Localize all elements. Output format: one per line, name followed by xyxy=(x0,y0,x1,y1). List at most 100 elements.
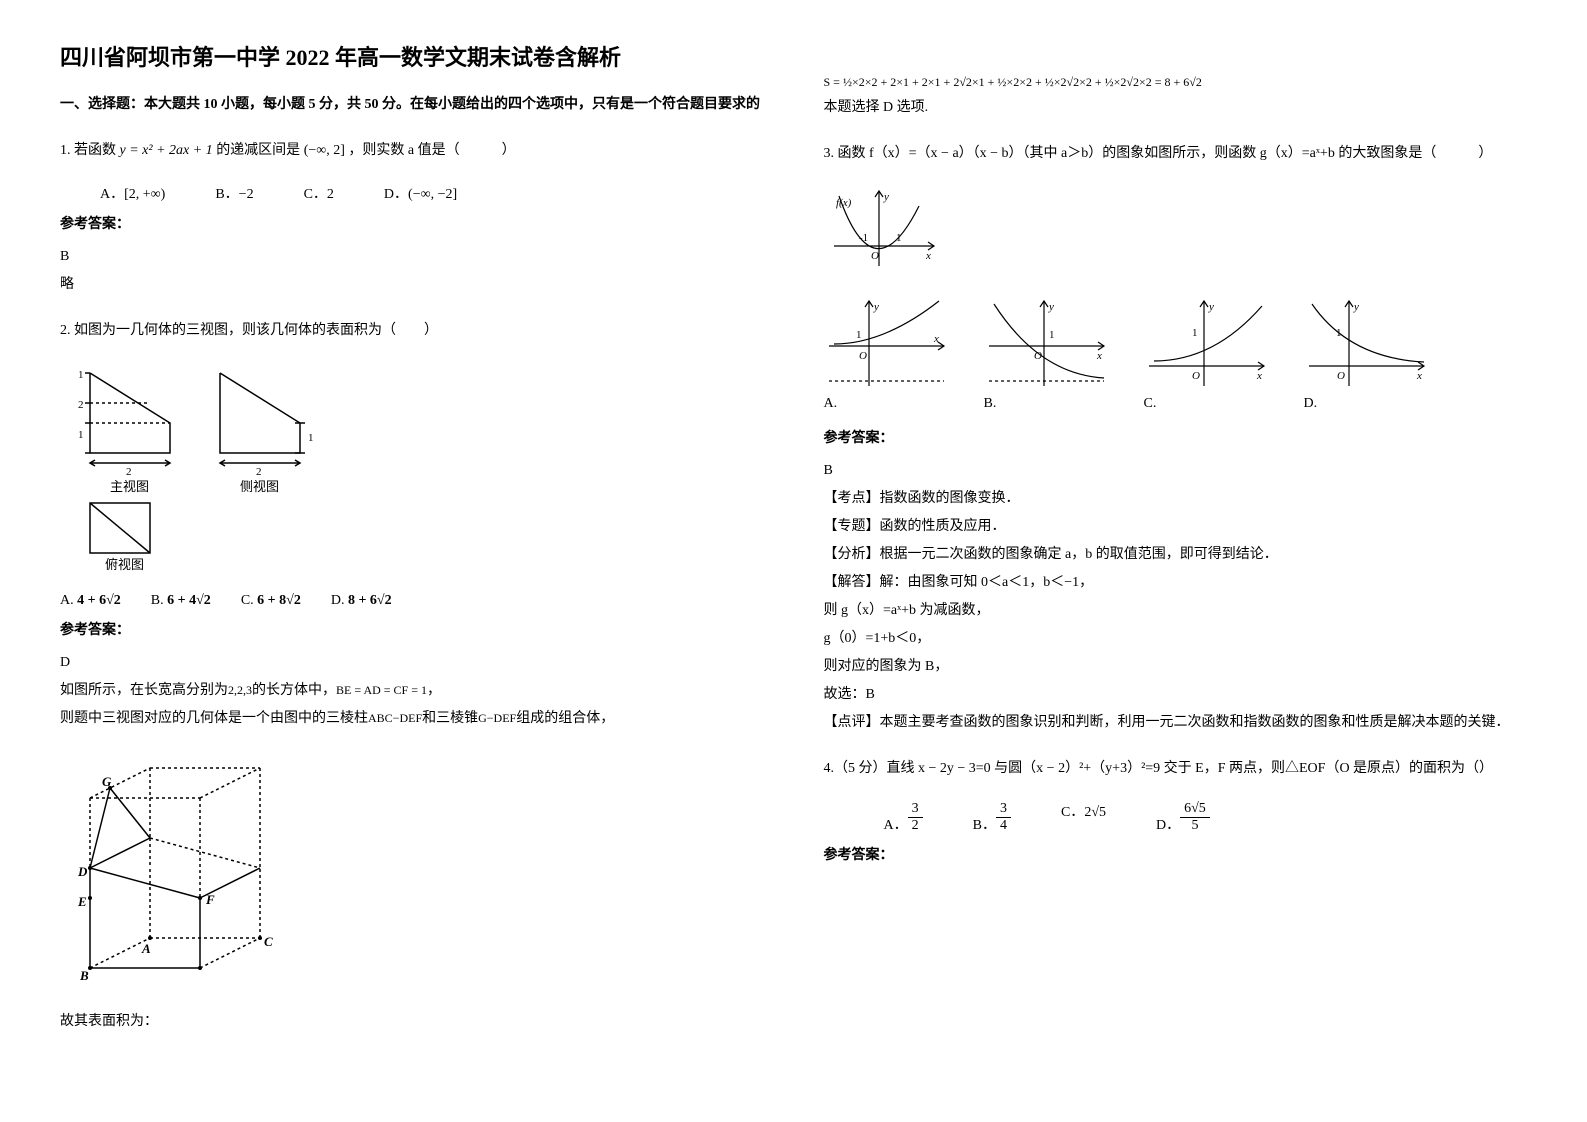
svg-text:y: y xyxy=(1048,301,1054,313)
one-label: 1 xyxy=(896,232,902,244)
q4-opt-c: C．2√5 xyxy=(1061,801,1106,834)
q1-opt-d-val: (−∞, −2] xyxy=(408,187,457,202)
q1-options: A．[2, +∞) B．−2 C．2 D．(−∞, −2] xyxy=(100,183,764,203)
q2-opt-b-val: 6 + 4√2 xyxy=(167,593,211,608)
c-one: 1 xyxy=(1192,327,1198,339)
svg-text:y: y xyxy=(873,301,879,313)
dim-1a: 1 xyxy=(78,369,84,381)
q2-surface-label: 故其表面积为： xyxy=(60,1008,764,1036)
q1-stem-b: 的递减区间是 xyxy=(216,143,304,158)
q3-opt-b: B. xyxy=(984,396,1114,412)
front-label: 主视图 xyxy=(110,479,149,494)
q2-ans-label: 参考答案： xyxy=(60,619,764,639)
q1-ans: B xyxy=(60,243,764,271)
q3-dp: 【点评】本题主要考查函数的图象识别和判断，利用一元二次函数和指数函数的图象和性质… xyxy=(824,709,1528,737)
q3-zt-txt: 函数的性质及应用． xyxy=(880,519,1006,534)
question-3: 3. 函数 f（x）=（x − a）（x − b）（其中 a＞b）的图象如图所示… xyxy=(824,140,1528,168)
q2-opt-b: B. 6 + 4√2 xyxy=(151,593,211,609)
q1-opt-d: D．(−∞, −2] xyxy=(384,183,457,203)
q2-three-views: 1 2 1 2 主视图 1 2 侧视图 xyxy=(60,363,764,578)
q2-pick: 本题选择 D 选项. xyxy=(824,94,1528,122)
O-label: O xyxy=(871,250,879,262)
q1-formula: y = x² + 2ax + 1 xyxy=(120,143,213,158)
q2-exp2c: 组成的组合体， xyxy=(516,711,614,726)
y-label: y xyxy=(883,191,889,203)
a-one: 1 xyxy=(856,329,862,341)
q3-dp-txt: 本题主要考查函数的图象识别和判断，利用一元二次函数和指数函数的图象和性质是解决本… xyxy=(880,715,1510,730)
d-one: 1 xyxy=(1336,327,1342,339)
q2-opt-a: A. 4 + 6√2 xyxy=(60,593,121,609)
q3-fx: 【分析】根据一元二次函数的图象确定 a，b 的取值范围，即可得到结论． xyxy=(824,541,1528,569)
q3-ans-label: 参考答案： xyxy=(824,427,1528,447)
q1-note: 略 xyxy=(60,271,764,299)
q2-cuboid-figure: G D E A B C F xyxy=(60,748,764,993)
q3-jd1-txt: 解：由图象可知 0＜a＜1，b＜−1， xyxy=(880,575,1094,590)
dim-w2: 2 xyxy=(256,466,262,478)
q1-opt-c-val: 2 xyxy=(327,187,334,202)
b-one: 1 xyxy=(1049,329,1055,341)
page-title: 四川省阿坝市第一中学 2022 年高一数学文期末试卷含解析 xyxy=(60,40,764,72)
q4-options: A．32 B．34 C．2√5 D．6√55 xyxy=(884,801,1528,834)
q1-stem-c: ，则实数 a 值是（ ） xyxy=(348,143,515,158)
side-label: 侧视图 xyxy=(240,479,279,494)
question-2: 2. 如图为一几何体的三视图，则该几何体的表面积为（ ） xyxy=(60,317,764,345)
q1-opt-b: B．−2 xyxy=(215,183,253,203)
q2-opt-d: D. 8 + 6√2 xyxy=(331,593,392,609)
q3-kp-txt: 指数函数的图像变换． xyxy=(880,491,1020,506)
q2-exp1seg: BE = AD = CF = 1 xyxy=(336,683,427,697)
q2-ans: D xyxy=(60,649,764,677)
q4-opt-b: B．34 xyxy=(973,801,1011,834)
q3-jd2: 则 g（x）=aˣ+b 为减函数， xyxy=(824,597,1528,625)
q3-fx-graph: f(x) y -1 1 O x xyxy=(824,186,1528,281)
q1-stem-a: 1. 若函数 xyxy=(60,143,120,158)
fx-label: f(x) xyxy=(836,197,852,209)
section-1-head: 一、选择题：本大题共 10 小题，每小题 5 分，共 50 分。在每小题给出的四… xyxy=(60,92,764,117)
q1-opt-c: C．2 xyxy=(304,183,334,203)
q4-opt-d: D．6√55 xyxy=(1156,801,1210,834)
q1-opt-a-val: [2, +∞) xyxy=(124,187,165,202)
svg-text:x: x xyxy=(933,333,939,345)
question-1: 1. 若函数 y = x² + 2ax + 1 的递减区间是 (−∞, 2] ，… xyxy=(60,137,764,165)
lbl-A: A xyxy=(141,941,151,956)
q3-jd-lbl: 【解答】 xyxy=(824,575,880,590)
dim-w1: 2 xyxy=(126,466,132,478)
q2-exp1b: 的长方体中， xyxy=(252,683,336,698)
lbl-D: D xyxy=(77,864,88,879)
q4-ans-label: 参考答案： xyxy=(824,844,1528,864)
svg-text:O: O xyxy=(1337,370,1345,382)
q2-exp-2: 则题中三视图对应的几何体是一个由图中的三棱柱ABC−DEF和三棱锥G−DEF组成… xyxy=(60,705,764,733)
dim-side-1: 1 xyxy=(308,432,314,444)
q2-exp1a: 如图所示，在长宽高分别为 xyxy=(60,683,228,698)
dim-2: 2 xyxy=(78,399,84,411)
lbl-B: B xyxy=(79,968,89,983)
q3-jd5: 故选：B xyxy=(824,681,1528,709)
lbl-E: E xyxy=(77,894,87,909)
q3-opt-d: D. xyxy=(1304,396,1434,412)
svg-text:O: O xyxy=(1192,370,1200,382)
lbl-C: C xyxy=(264,934,273,949)
q4-opt-c-val: 2√5 xyxy=(1084,805,1106,820)
q3-jd3: g（0）=1+b＜0， xyxy=(824,625,1528,653)
top-label: 俯视图 xyxy=(105,557,144,572)
q2-exp1c: ， xyxy=(427,683,441,698)
q2-exp2cone: G−DEF xyxy=(478,711,516,725)
q2-surface-formula: S = ½×2×2 + 2×1 + 2×1 + 2√2×1 + ½×2×2 + … xyxy=(824,70,1528,94)
q2-exp2prism: ABC−DEF xyxy=(368,711,422,725)
q2-opt-c: C. 6 + 8√2 xyxy=(241,593,301,609)
x-label: x xyxy=(925,250,931,262)
q1-opt-a: A．[2, +∞) xyxy=(100,183,165,203)
q2-opt-c-val: 6 + 8√2 xyxy=(257,593,301,608)
q3-dp-lbl: 【点评】 xyxy=(824,715,880,730)
svg-text:x: x xyxy=(1096,350,1102,362)
q1-interval: (−∞, 2] xyxy=(304,143,345,158)
lbl-F: F xyxy=(205,892,215,907)
q3-kp-lbl: 【考点】 xyxy=(824,491,880,506)
q1-opt-b-val: −2 xyxy=(239,187,254,202)
dim-1b: 1 xyxy=(78,429,84,441)
q2-exp2a: 则题中三视图对应的几何体是一个由图中的三棱柱 xyxy=(60,711,368,726)
svg-text:O: O xyxy=(859,350,867,362)
svg-text:x: x xyxy=(1256,370,1262,382)
question-4: 4.（5 分）直线 x − 2y − 3=0 与圆（x − 2）²+（y+3）²… xyxy=(824,755,1528,783)
q3-jd1: 【解答】解：由图象可知 0＜a＜1，b＜−1， xyxy=(824,569,1528,597)
q3-jd4: 则对应的图象为 B， xyxy=(824,653,1528,681)
